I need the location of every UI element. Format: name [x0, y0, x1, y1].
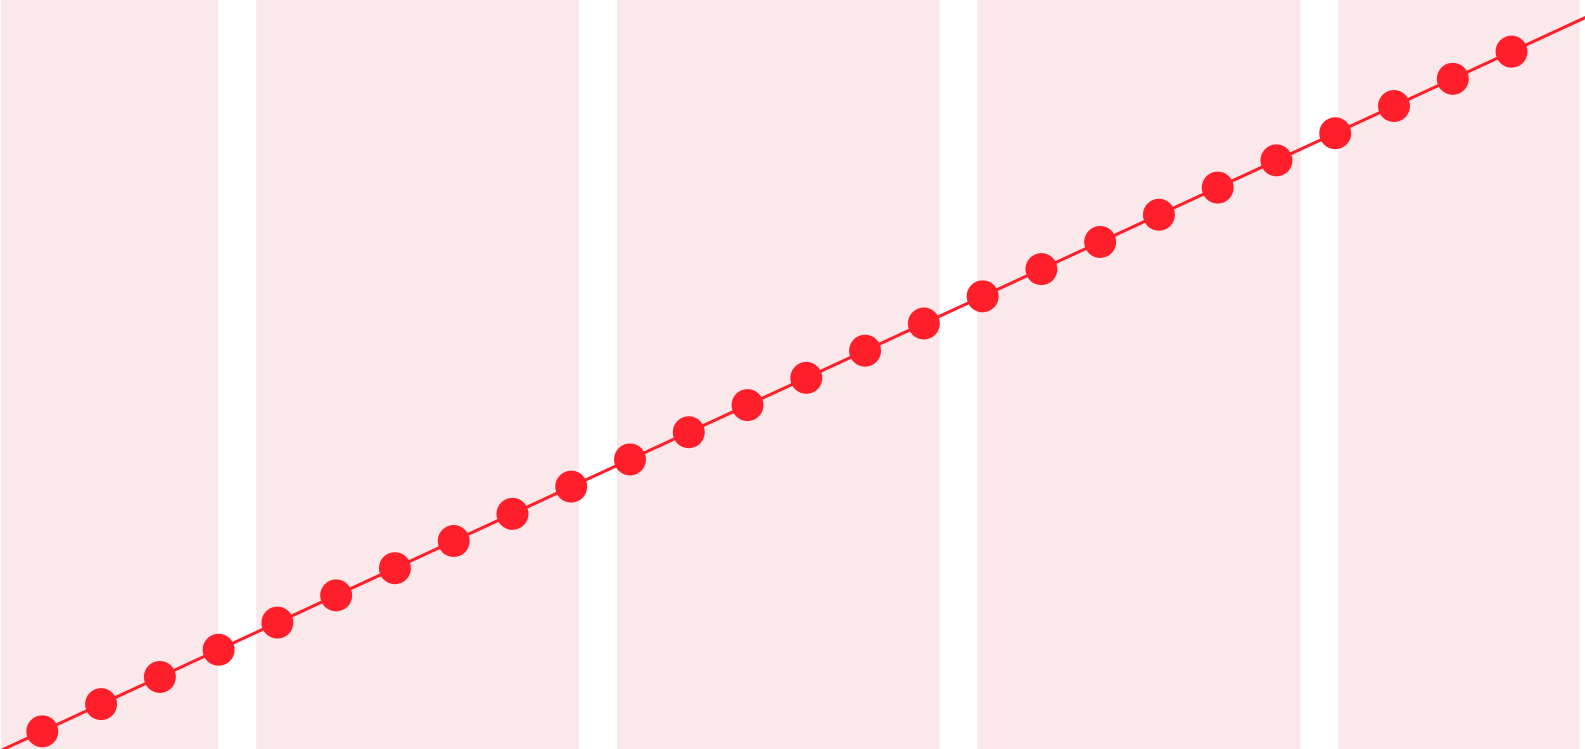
data-point-12 [672, 416, 705, 449]
data-point-5 [261, 606, 294, 639]
data-point-10 [555, 470, 588, 503]
data-point-24 [1378, 90, 1410, 123]
series-markers [26, 35, 1528, 748]
data-point-22 [1260, 144, 1293, 177]
data-point-13 [731, 389, 764, 422]
data-point-15 [849, 334, 882, 367]
data-point-26 [1495, 35, 1528, 68]
data-point-19 [1084, 225, 1117, 258]
background-band-4 [977, 0, 1301, 749]
data-point-25 [1436, 62, 1469, 95]
data-point-18 [1025, 253, 1058, 286]
data-point-8 [437, 525, 470, 558]
data-point-6 [320, 579, 353, 612]
data-point-4 [202, 633, 235, 666]
data-point-3 [143, 660, 176, 693]
data-point-7 [378, 552, 411, 585]
data-point-21 [1201, 171, 1234, 204]
background-band-3 [617, 0, 940, 749]
data-point-16 [907, 307, 940, 340]
data-point-17 [966, 280, 999, 313]
data-point-9 [496, 497, 529, 530]
data-point-2 [85, 688, 118, 721]
series-lines [0, 16, 1585, 749]
data-point-14 [790, 361, 823, 394]
data-point-20 [1142, 198, 1175, 231]
background-band-2 [256, 0, 579, 749]
data-point-11 [614, 443, 646, 476]
data-point-1 [26, 715, 59, 748]
data-point-23 [1319, 117, 1352, 150]
series-line-1 [0, 16, 1585, 749]
background-band-1 [1, 0, 219, 749]
background-band-5 [1338, 0, 1580, 749]
